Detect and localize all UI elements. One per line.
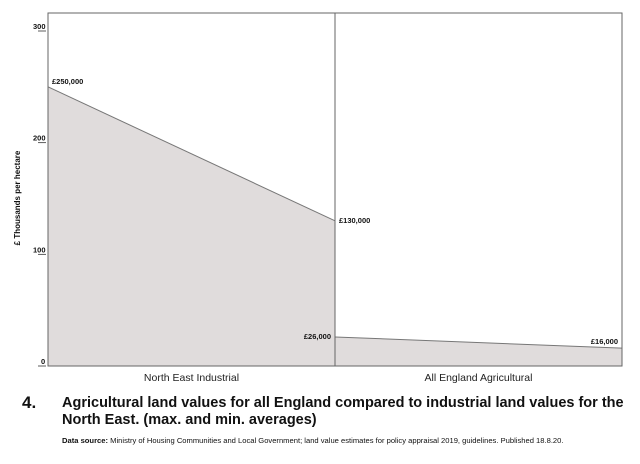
data-source: Data source: Ministry of Housing Communi…	[62, 436, 563, 445]
data-label: £250,000	[52, 77, 83, 86]
y-tick-label: 0	[41, 357, 45, 366]
data-labels: £250,000 £130,000 £26,000 £16,000	[52, 77, 618, 346]
y-tick-label: 100	[33, 245, 46, 254]
data-label: £130,000	[339, 216, 370, 225]
area-series	[47, 86, 623, 366]
area-fill	[48, 86, 335, 366]
series-line	[47, 86, 336, 222]
area-fill	[335, 336, 622, 366]
data-label: £16,000	[591, 337, 618, 346]
y-tick-label: 300	[33, 22, 46, 31]
y-axis-ticks: 0 100 200 300	[33, 22, 46, 367]
figure-title: Agricultural land values for all England…	[62, 395, 624, 428]
y-tick-label: 200	[33, 134, 46, 143]
figure-number: 4.	[22, 393, 37, 412]
data-source-label: Data source:	[62, 436, 109, 445]
x-category-label: North East Industrial	[144, 372, 239, 384]
x-category-label: All England Agricultural	[425, 372, 533, 384]
data-label: £26,000	[304, 332, 331, 341]
data-source-text: Ministry of Housing Communities and Loca…	[110, 436, 564, 445]
series-line	[334, 336, 623, 349]
x-axis-labels: North East Industrial All England Agricul…	[144, 372, 533, 384]
y-axis-label: £ Thousands per hectare	[13, 150, 22, 245]
